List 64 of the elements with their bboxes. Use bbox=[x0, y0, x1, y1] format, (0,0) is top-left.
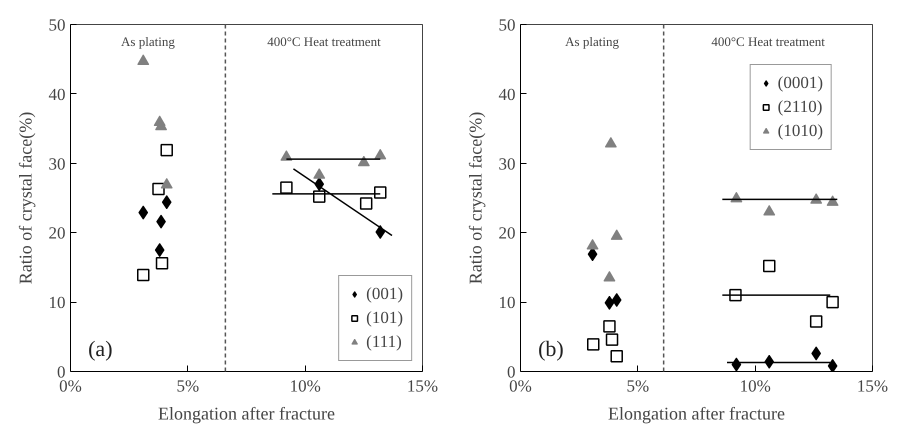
x-tick-label: 15% bbox=[856, 376, 888, 396]
annotation: As plating bbox=[565, 34, 620, 49]
point bbox=[586, 239, 599, 250]
annotation: 400°C Heat treatment bbox=[711, 34, 826, 49]
legend-label: (0001) bbox=[778, 73, 823, 93]
point bbox=[828, 358, 838, 372]
point bbox=[280, 181, 293, 194]
point bbox=[811, 346, 822, 360]
y-axis-title: Ratio of crystal face(%) bbox=[16, 112, 36, 284]
point bbox=[138, 206, 148, 220]
y-tick-label: 30 bbox=[498, 154, 516, 174]
point bbox=[586, 338, 600, 351]
point bbox=[826, 296, 839, 308]
y-tick-label: 40 bbox=[48, 84, 66, 104]
point bbox=[763, 205, 776, 216]
point bbox=[154, 243, 165, 258]
x-axis-title: Elongation after fracture bbox=[158, 404, 335, 424]
point bbox=[360, 197, 372, 210]
point bbox=[162, 195, 172, 210]
point bbox=[762, 260, 776, 272]
legend-label: (101) bbox=[366, 308, 403, 328]
y-tick-label: 30 bbox=[48, 154, 66, 174]
legend-label: (111) bbox=[366, 332, 402, 352]
annotation: 400°C Heat treatment bbox=[267, 34, 382, 49]
x-axis-title: Elongation after fracture bbox=[608, 404, 785, 424]
point bbox=[603, 270, 616, 282]
x-tick-label: 10% bbox=[290, 376, 321, 396]
point bbox=[312, 190, 326, 203]
point bbox=[729, 288, 742, 302]
point bbox=[358, 156, 370, 166]
x-tick-label: 5% bbox=[176, 376, 200, 396]
point bbox=[156, 256, 168, 270]
annotation: (b) bbox=[538, 336, 564, 362]
point bbox=[603, 320, 616, 333]
annotation: (a) bbox=[88, 336, 113, 362]
x-tick-label: 5% bbox=[626, 376, 650, 396]
legend-label: (1010) bbox=[778, 121, 823, 141]
y-tick-label: 50 bbox=[48, 16, 66, 34]
point bbox=[810, 315, 822, 328]
y-tick-label: 10 bbox=[48, 293, 66, 312]
point bbox=[136, 268, 150, 282]
point bbox=[313, 168, 326, 179]
point bbox=[152, 182, 165, 196]
point bbox=[610, 229, 623, 240]
point bbox=[612, 293, 622, 308]
point bbox=[606, 333, 618, 346]
point bbox=[374, 186, 387, 199]
y-axis-title: Ratio of crystal face(%) bbox=[466, 112, 486, 284]
legend-label: (001) bbox=[366, 284, 403, 304]
annotation: As plating bbox=[121, 34, 176, 49]
y-tick-label: 20 bbox=[48, 224, 66, 243]
legend-label: (2110) bbox=[778, 97, 822, 117]
point bbox=[610, 350, 623, 362]
y-tick-label: 40 bbox=[498, 84, 516, 104]
y-tick-label: 50 bbox=[498, 16, 516, 34]
point bbox=[374, 148, 386, 160]
y-tick-label: 10 bbox=[498, 293, 516, 312]
point bbox=[137, 54, 150, 65]
point bbox=[160, 144, 173, 156]
point bbox=[160, 178, 173, 188]
y-tick-label: 20 bbox=[498, 224, 516, 243]
x-tick-label: 15% bbox=[406, 376, 438, 396]
x-tick-label: 10% bbox=[740, 376, 771, 396]
point bbox=[604, 137, 617, 148]
